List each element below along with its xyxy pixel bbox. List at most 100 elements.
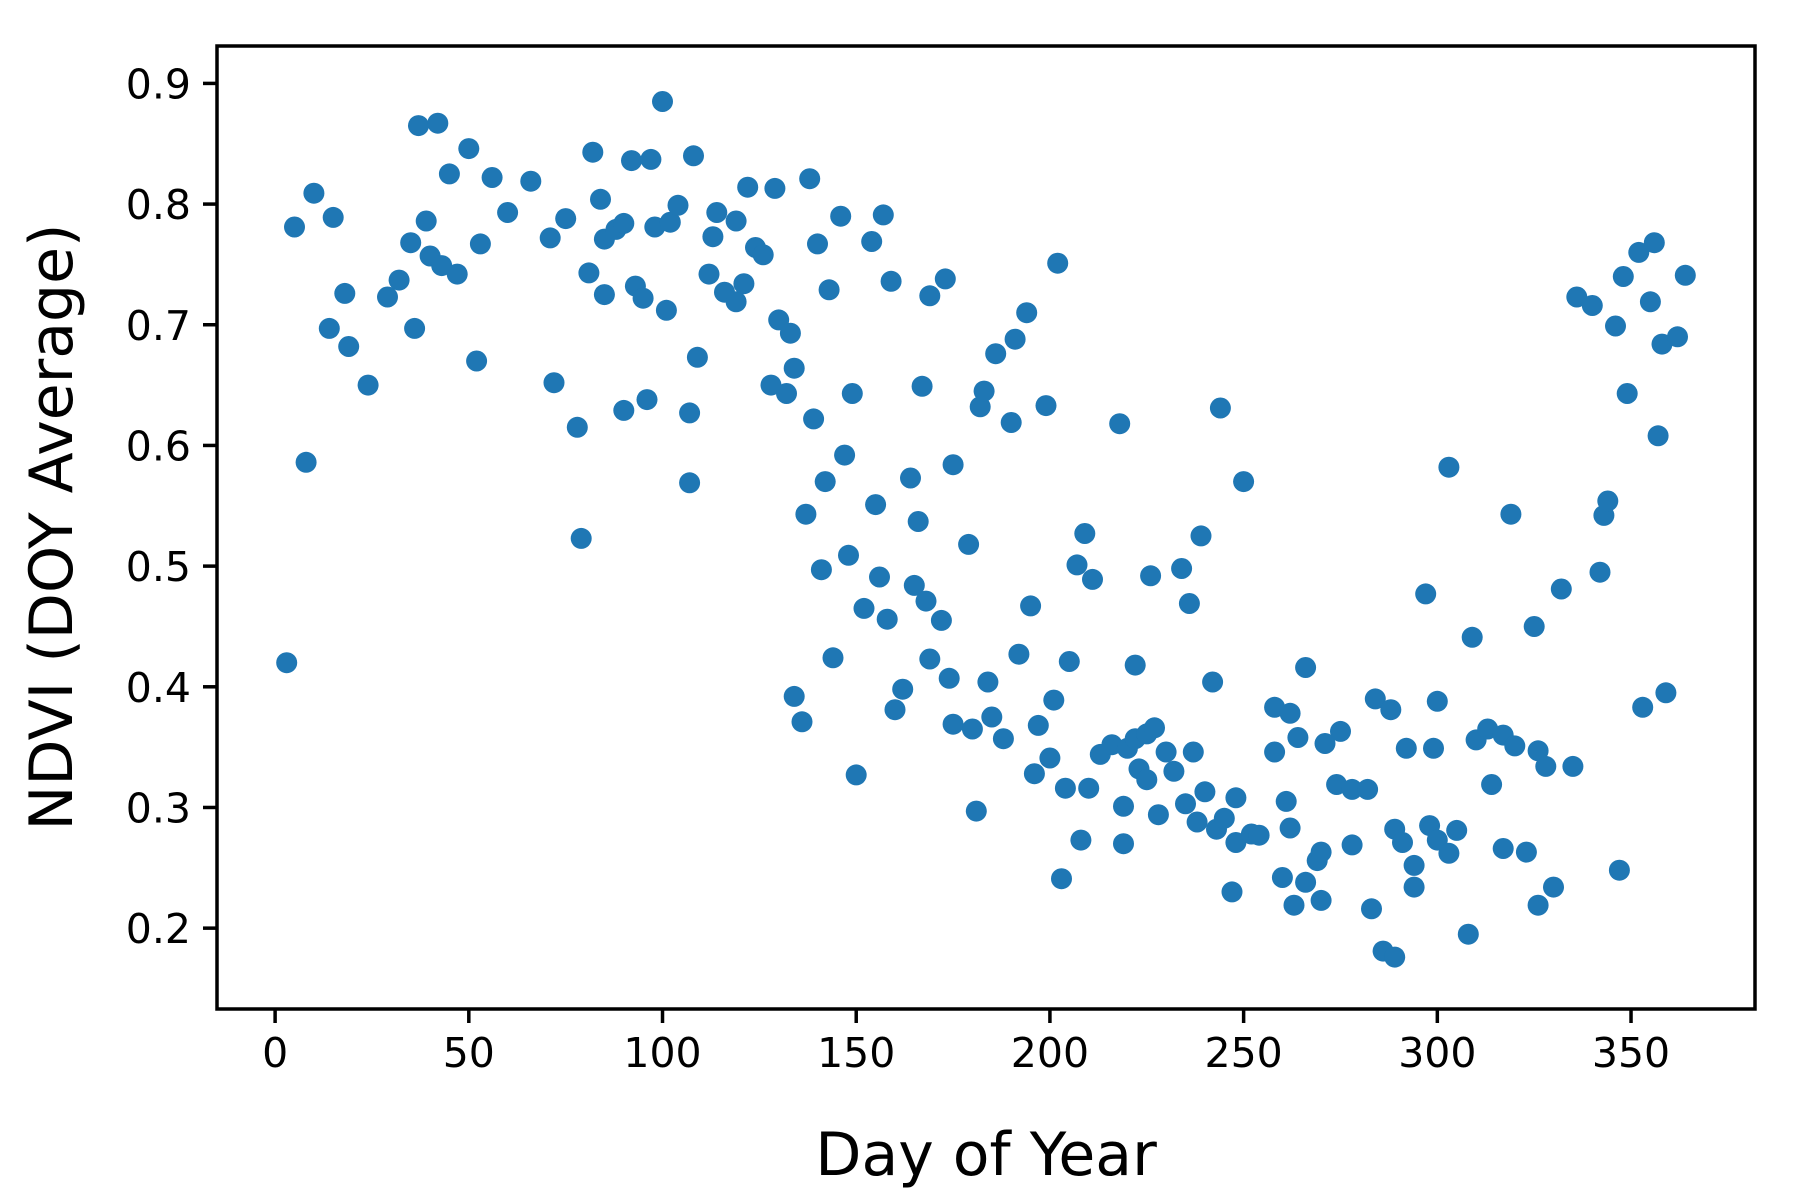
data-point bbox=[942, 454, 964, 476]
data-point bbox=[1426, 690, 1448, 712]
data-point bbox=[1283, 894, 1305, 916]
data-point bbox=[1581, 295, 1603, 316]
data-point bbox=[1647, 425, 1669, 447]
data-point bbox=[1384, 946, 1406, 968]
data-point bbox=[1492, 838, 1514, 859]
data-point bbox=[1194, 781, 1216, 803]
data-point bbox=[1357, 778, 1379, 800]
data-point bbox=[1380, 699, 1402, 721]
data-point bbox=[1643, 232, 1665, 254]
y-tick-label: 0.2 bbox=[126, 905, 191, 953]
data-point bbox=[942, 713, 964, 735]
data-point bbox=[427, 112, 449, 134]
data-point bbox=[338, 336, 360, 357]
data-point bbox=[919, 285, 941, 307]
data-point bbox=[1275, 790, 1297, 812]
data-point bbox=[1361, 898, 1382, 920]
data-point bbox=[977, 671, 999, 693]
data-point bbox=[539, 227, 561, 249]
data-point bbox=[783, 357, 805, 379]
x-tick-label: 50 bbox=[443, 1029, 495, 1077]
data-point bbox=[1000, 412, 1022, 433]
data-point bbox=[698, 263, 720, 285]
data-point bbox=[1395, 737, 1417, 759]
data-point bbox=[481, 167, 503, 188]
data-point bbox=[613, 399, 635, 421]
data-point bbox=[1008, 643, 1030, 665]
data-point bbox=[1655, 682, 1677, 704]
data-point bbox=[853, 597, 875, 619]
data-point bbox=[497, 202, 519, 223]
data-point bbox=[834, 444, 856, 466]
data-point bbox=[334, 282, 356, 304]
x-axis-label: Day of Year bbox=[815, 1120, 1157, 1190]
data-point bbox=[1209, 397, 1231, 419]
data-point bbox=[276, 652, 298, 674]
data-point bbox=[1403, 854, 1425, 876]
data-point bbox=[652, 91, 673, 112]
data-point bbox=[919, 648, 941, 670]
x-axis-ticks: 0 50 100 150 200 250 300 350 bbox=[262, 1009, 1670, 1077]
data-point bbox=[655, 299, 677, 321]
data-point bbox=[1271, 867, 1293, 888]
data-point bbox=[1330, 720, 1351, 742]
data-point bbox=[973, 380, 995, 402]
data-point bbox=[965, 800, 987, 822]
data-point bbox=[1562, 755, 1584, 777]
data-point bbox=[1674, 264, 1696, 286]
data-point bbox=[706, 202, 728, 223]
data-point bbox=[1597, 490, 1619, 512]
data-point bbox=[1415, 583, 1437, 605]
data-point bbox=[934, 268, 956, 290]
data-point bbox=[1310, 889, 1332, 911]
data-point bbox=[1667, 326, 1688, 348]
data-point bbox=[431, 255, 453, 277]
data-point bbox=[861, 231, 883, 252]
data-point bbox=[795, 503, 817, 525]
data-point bbox=[1314, 733, 1336, 754]
scatter-points bbox=[276, 91, 1696, 968]
data-point bbox=[621, 150, 642, 172]
data-point bbox=[400, 232, 422, 254]
data-point bbox=[1566, 286, 1588, 308]
data-point bbox=[1457, 923, 1479, 945]
data-point bbox=[737, 176, 759, 198]
data-point bbox=[1186, 811, 1208, 833]
data-point bbox=[1182, 741, 1204, 763]
y-axis-ticks: 0.2 0.3 0.4 0.5 0.6 0.7 0.8 0.9 bbox=[126, 60, 217, 953]
data-point bbox=[1535, 755, 1557, 777]
data-point bbox=[1213, 807, 1235, 829]
data-point bbox=[958, 533, 980, 555]
data-point bbox=[582, 141, 604, 163]
data-point bbox=[1438, 842, 1460, 864]
y-tick-label: 0.9 bbox=[126, 60, 191, 108]
data-point bbox=[876, 608, 898, 630]
data-point bbox=[1295, 871, 1317, 893]
data-point bbox=[903, 574, 925, 596]
data-point bbox=[1051, 868, 1072, 890]
data-point bbox=[1109, 413, 1131, 435]
data-point bbox=[613, 212, 635, 234]
data-point bbox=[388, 269, 410, 291]
data-point bbox=[438, 163, 460, 185]
data-point bbox=[1527, 894, 1549, 916]
data-point bbox=[1047, 252, 1069, 274]
data-point bbox=[814, 471, 836, 493]
data-point bbox=[1403, 876, 1425, 898]
data-point bbox=[1136, 769, 1158, 791]
data-point bbox=[1341, 834, 1363, 856]
data-point bbox=[822, 647, 844, 669]
data-point bbox=[566, 416, 588, 438]
data-point bbox=[733, 273, 755, 295]
data-point bbox=[1500, 503, 1522, 525]
plot-area bbox=[215, 44, 1757, 1011]
y-tick-label: 0.5 bbox=[126, 543, 191, 591]
data-point bbox=[636, 389, 658, 411]
data-point bbox=[1082, 568, 1103, 590]
data-point bbox=[683, 145, 704, 167]
data-point bbox=[702, 226, 724, 248]
data-point bbox=[578, 262, 600, 284]
data-point bbox=[830, 205, 852, 227]
data-point bbox=[884, 699, 906, 721]
data-point bbox=[458, 138, 480, 160]
